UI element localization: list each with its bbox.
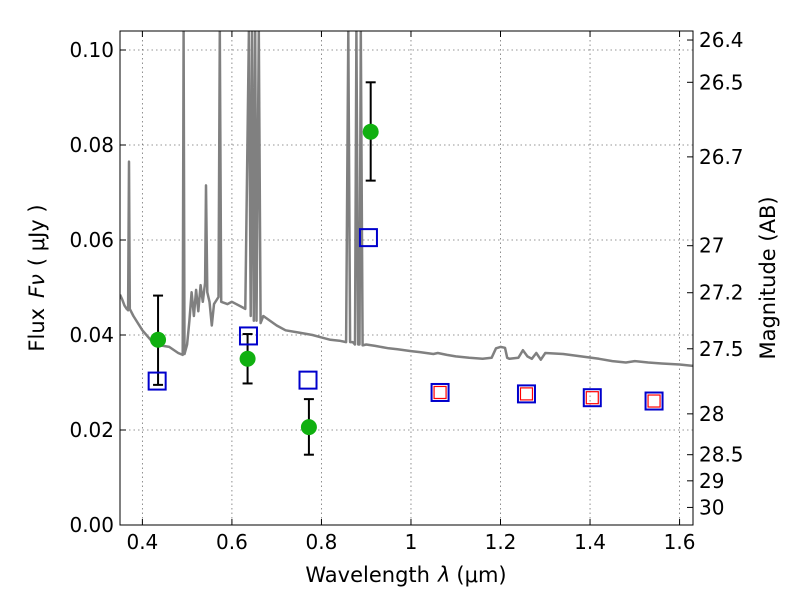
grid-lines (120, 31, 693, 526)
y2-tick-label: 27.5 (699, 337, 744, 361)
x-tick-label: 1.4 (574, 530, 606, 554)
x-axis-label: Wavelength λ (μm) (305, 563, 506, 587)
y2-tick-label: 28 (699, 402, 724, 426)
y2-axis-label: Magnitude (AB) (756, 196, 780, 359)
nir-photometry-square (585, 391, 599, 405)
model-photometry-square (298, 370, 318, 390)
y-tick-label: 0.04 (69, 323, 114, 347)
x-tick-label: 0.6 (216, 530, 248, 554)
observed-point (150, 331, 167, 348)
y-tick-label: 0.10 (69, 38, 114, 62)
y-tick-label: 0.00 (69, 513, 114, 537)
nir-photometry-square (519, 387, 534, 401)
model-photometry-square (430, 382, 450, 402)
y2-tick-label: 30 (699, 495, 724, 519)
y2-tick-label: 26.7 (699, 145, 744, 169)
observed-point (300, 419, 317, 436)
model-photometry-square (644, 391, 664, 411)
nir-photometry-square (433, 385, 447, 400)
observed-point (239, 350, 256, 367)
nir-photometry-square (647, 394, 661, 408)
y2-tick-label: 26.5 (699, 70, 744, 94)
x-tick-label: 1.2 (485, 530, 517, 554)
plot-frame (119, 30, 694, 526)
model-photometry-square (358, 228, 378, 248)
x-tick-label: 1 (405, 530, 418, 554)
model-photometry-square (516, 384, 536, 404)
y2-tick-label: 27.2 (699, 281, 744, 305)
x-tick-label: 0.4 (126, 530, 158, 554)
model-photometry-square (147, 371, 167, 391)
y2-tick-label: 27 (699, 234, 724, 258)
y-tick-label: 0.02 (69, 418, 114, 442)
x-tick-label: 0.8 (306, 530, 338, 554)
model-photometry-square (238, 326, 258, 346)
y2-tick-label: 26.4 (699, 28, 744, 52)
y-axis-label: FluxFν( μJy ) (25, 204, 49, 351)
y2-tick-label: 28.5 (699, 443, 744, 467)
axis-ticks: 0.4 0.6 0.8 1 1.2 1.4 1.6 0.00 0.02 0.04 0.06 0.08 0… (69, 28, 743, 554)
x-tick-label: 1.6 (664, 530, 696, 554)
observed-point (362, 123, 379, 140)
model-spectrum-line (120, 31, 693, 368)
y2-tick-label: 29 (699, 469, 724, 493)
model-spectrum-layer (120, 31, 693, 368)
data-points-layer (147, 81, 664, 456)
y-tick-label: 0.06 (69, 228, 114, 252)
model-photometry-square (582, 388, 602, 408)
y-tick-label: 0.08 (69, 133, 114, 157)
